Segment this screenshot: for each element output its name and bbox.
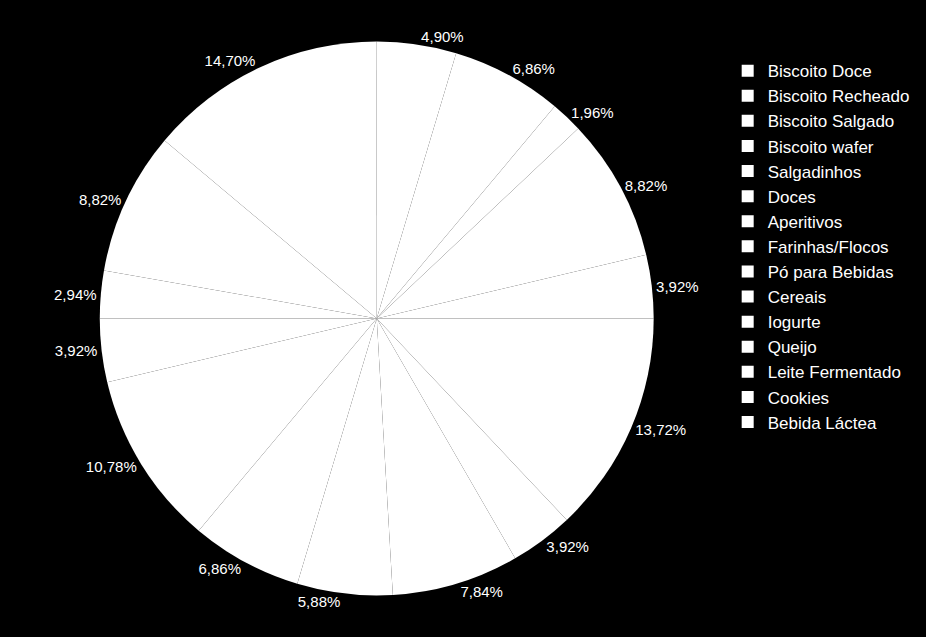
svg-text:8,82%: 8,82% xyxy=(79,191,122,208)
svg-text:2,94%: 2,94% xyxy=(54,286,97,303)
svg-text:6,86%: 6,86% xyxy=(198,560,241,577)
svg-text:Doces: Doces xyxy=(768,188,816,207)
svg-text:Biscoito Doce: Biscoito Doce xyxy=(768,62,872,81)
svg-text:Farinhas/Flocos: Farinhas/Flocos xyxy=(768,238,889,257)
svg-text:Biscoito Recheado: Biscoito Recheado xyxy=(768,87,910,106)
svg-text:Leite Fermentado: Leite Fermentado xyxy=(768,363,901,382)
svg-text:Queijo: Queijo xyxy=(768,338,817,357)
svg-text:Biscoito Salgado: Biscoito Salgado xyxy=(768,112,895,131)
svg-text:Aperitivos: Aperitivos xyxy=(768,213,843,232)
svg-text:3,92%: 3,92% xyxy=(546,538,589,555)
svg-text:Cookies: Cookies xyxy=(768,389,829,408)
svg-text:Iogurte: Iogurte xyxy=(768,313,821,332)
svg-text:3,92%: 3,92% xyxy=(656,278,699,295)
svg-text:1,96%: 1,96% xyxy=(571,104,614,121)
svg-text:5,88%: 5,88% xyxy=(298,593,341,610)
svg-text:Biscoito wafer: Biscoito wafer xyxy=(768,138,874,157)
svg-text:Pó para Bebidas: Pó para Bebidas xyxy=(768,263,894,282)
svg-text:Salgadinhos: Salgadinhos xyxy=(768,163,862,182)
svg-text:10,78%: 10,78% xyxy=(86,458,137,475)
svg-text:7,84%: 7,84% xyxy=(460,583,503,600)
svg-text:6,86%: 6,86% xyxy=(512,60,555,77)
svg-text:4,90%: 4,90% xyxy=(421,28,464,45)
svg-text:13,72%: 13,72% xyxy=(635,421,686,438)
svg-text:Cereais: Cereais xyxy=(768,288,827,307)
svg-text:14,70%: 14,70% xyxy=(205,52,256,69)
svg-text:8,82%: 8,82% xyxy=(625,177,668,194)
svg-text:Bebida Láctea: Bebida Láctea xyxy=(768,414,877,433)
svg-text:3,92%: 3,92% xyxy=(55,342,98,359)
